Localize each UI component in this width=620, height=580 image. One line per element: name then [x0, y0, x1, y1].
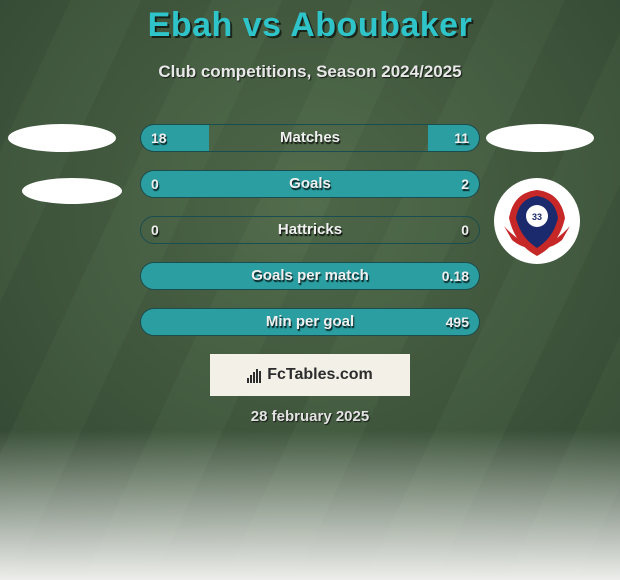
stat-row: Goals per match0.18	[140, 262, 480, 290]
player-left-avatar-placeholder	[8, 124, 116, 152]
stats-bars: Matches1811Goals02Hattricks00Goals per m…	[140, 124, 480, 354]
stat-value-left: 0	[151, 217, 159, 243]
stat-row: Goals02	[140, 170, 480, 198]
source-badge: FcTables.com	[210, 354, 410, 396]
date-label: 28 february 2025	[0, 408, 620, 425]
stat-fill-right	[141, 171, 479, 197]
stat-row: Hattricks0 0	[140, 216, 480, 244]
player-right-avatar-placeholder	[486, 124, 594, 152]
svg-text:33: 33	[532, 212, 542, 222]
stat-value-right: 2	[461, 171, 469, 197]
source-label: FcTables.com	[267, 366, 373, 384]
page-title: Ebah vs Aboubaker	[0, 6, 620, 45]
stat-value-right: 495	[446, 309, 469, 335]
stat-row: Min per goal495	[140, 308, 480, 336]
bar-chart-icon	[247, 367, 261, 383]
stat-value-right: 0.18	[442, 263, 469, 289]
stat-fill-right	[141, 263, 479, 289]
subtitle: Club competitions, Season 2024/2025	[0, 62, 620, 82]
stat-fill-right	[141, 309, 479, 335]
club-left-badge-placeholder	[22, 178, 122, 204]
stat-value-right: 0	[461, 217, 469, 243]
stat-row: Matches1811	[140, 124, 480, 152]
stat-label: Hattricks	[141, 217, 479, 243]
club-right-badge: 33	[494, 178, 580, 264]
comparison-card: Ebah vs Aboubaker Club competitions, Sea…	[0, 0, 620, 580]
stat-value-left: 18	[151, 125, 167, 151]
stat-value-right: 11	[454, 125, 469, 151]
stat-value-left: 0	[151, 171, 159, 197]
club-badge-icon: 33	[494, 178, 580, 264]
